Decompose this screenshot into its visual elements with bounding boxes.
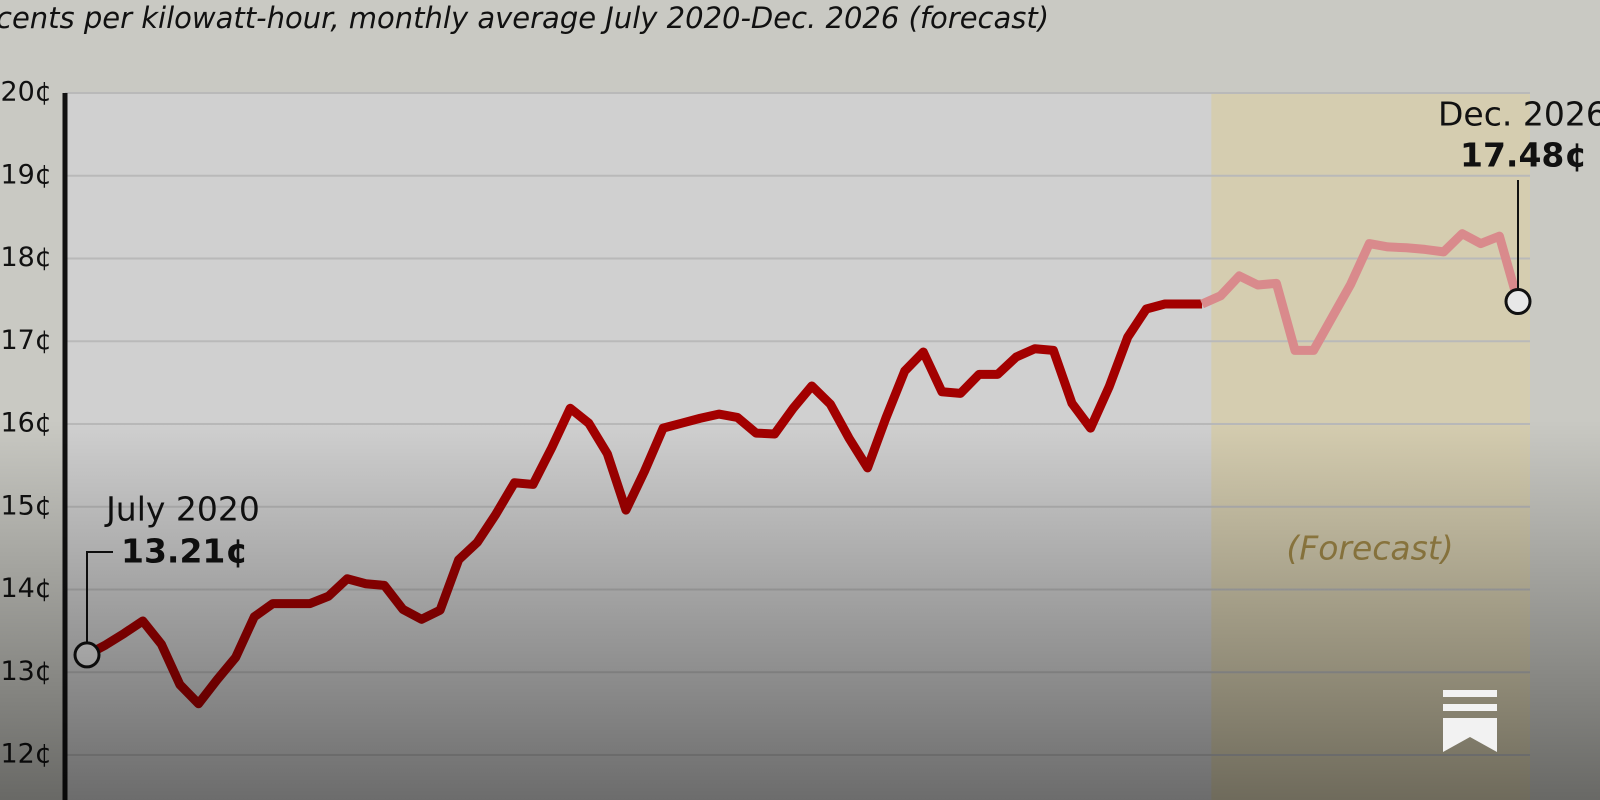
y-tick-label: 19¢ — [0, 159, 52, 190]
annotation-value: 13.21¢ — [121, 532, 248, 571]
annotation: Dec. 2026 — [1438, 95, 1600, 134]
end-marker — [73, 641, 101, 669]
y-tick-label: 14¢ — [0, 573, 52, 604]
y-tick-label: 15¢ — [0, 490, 52, 521]
y-tick-label: 20¢ — [0, 77, 52, 108]
line-series — [1200, 229, 1523, 355]
y-tick-label: 12¢ — [0, 739, 52, 770]
y-tick-label: 17¢ — [0, 325, 52, 356]
annotation: July 2020 — [104, 490, 260, 529]
annotation-value: 17.48¢ — [1460, 136, 1587, 175]
y-tick-label: 13¢ — [0, 656, 52, 687]
logo — [1443, 690, 1497, 752]
end-marker — [1504, 288, 1532, 316]
forecast-label: (Forecast) — [1286, 529, 1453, 568]
y-tick-label: 18¢ — [0, 242, 52, 273]
y-tick-label: 16¢ — [0, 408, 52, 439]
subtitle: cents per kilowatt-hour, monthly average… — [0, 1, 1049, 35]
